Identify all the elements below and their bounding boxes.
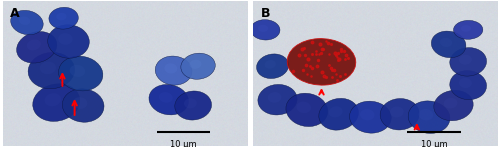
Ellipse shape — [58, 56, 103, 91]
Ellipse shape — [19, 16, 30, 25]
Ellipse shape — [440, 38, 452, 47]
Text: 10 μm: 10 μm — [420, 140, 448, 147]
Ellipse shape — [444, 98, 458, 108]
Text: A: A — [10, 7, 20, 20]
Ellipse shape — [149, 85, 188, 115]
Ellipse shape — [258, 84, 297, 115]
Ellipse shape — [70, 65, 85, 77]
Ellipse shape — [328, 106, 342, 117]
Ellipse shape — [159, 92, 172, 103]
Ellipse shape — [258, 25, 268, 32]
Ellipse shape — [26, 39, 41, 50]
Ellipse shape — [181, 53, 216, 79]
Ellipse shape — [10, 10, 43, 35]
Ellipse shape — [450, 48, 486, 76]
Ellipse shape — [28, 52, 74, 89]
Ellipse shape — [40, 61, 56, 74]
Ellipse shape — [286, 93, 328, 127]
Ellipse shape — [434, 90, 473, 121]
Ellipse shape — [287, 39, 356, 85]
Ellipse shape — [256, 54, 288, 78]
Ellipse shape — [390, 106, 404, 117]
Ellipse shape — [190, 60, 202, 69]
Ellipse shape — [459, 55, 472, 65]
Ellipse shape — [184, 98, 197, 108]
Text: B: B — [260, 7, 270, 20]
Text: 10 μm: 10 μm — [170, 140, 196, 147]
Ellipse shape — [175, 91, 212, 120]
Ellipse shape — [454, 20, 483, 39]
Ellipse shape — [58, 33, 72, 45]
Ellipse shape — [44, 93, 61, 106]
Ellipse shape — [73, 97, 88, 109]
Ellipse shape — [450, 71, 486, 100]
Ellipse shape — [33, 84, 80, 121]
Ellipse shape — [360, 109, 374, 120]
Ellipse shape — [408, 101, 450, 133]
Ellipse shape — [48, 25, 90, 58]
Ellipse shape — [62, 89, 104, 122]
Ellipse shape — [56, 13, 66, 20]
Ellipse shape — [250, 20, 280, 40]
Ellipse shape — [319, 98, 358, 130]
Ellipse shape — [418, 109, 434, 120]
Ellipse shape — [380, 98, 420, 130]
Ellipse shape — [164, 63, 177, 74]
Ellipse shape — [459, 78, 472, 88]
Ellipse shape — [432, 31, 466, 58]
Ellipse shape — [350, 101, 391, 133]
Ellipse shape — [155, 56, 192, 85]
Ellipse shape — [461, 25, 471, 32]
Ellipse shape — [264, 60, 276, 69]
Ellipse shape — [16, 32, 57, 63]
Ellipse shape — [296, 102, 311, 113]
Ellipse shape — [268, 92, 281, 103]
Ellipse shape — [49, 7, 78, 29]
